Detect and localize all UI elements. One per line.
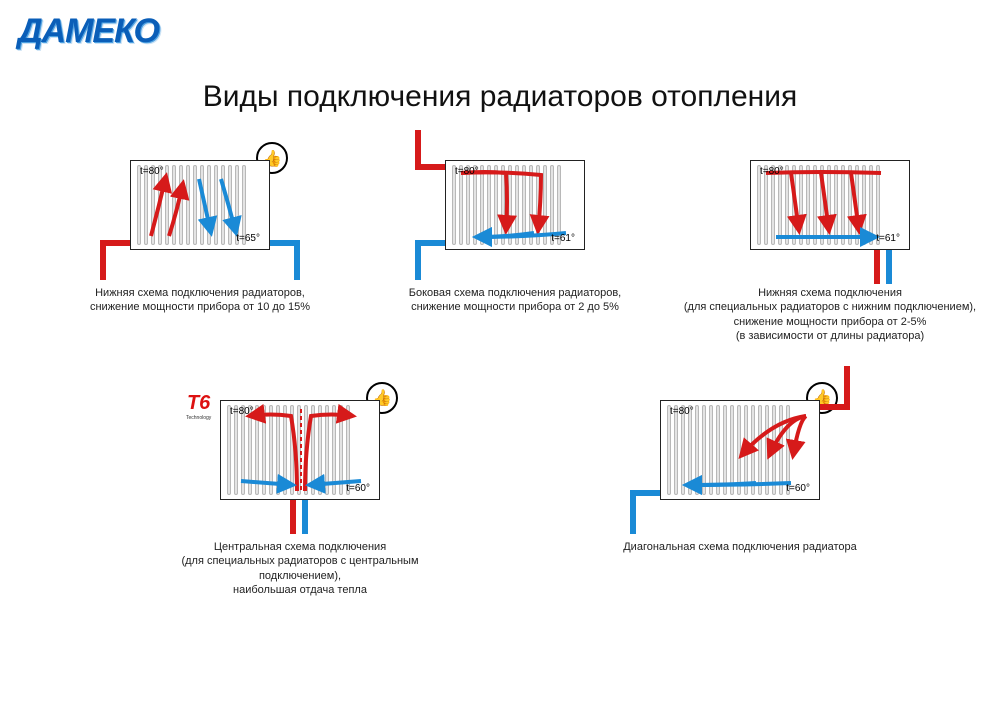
t6-badge: T6Technology	[186, 392, 211, 421]
scheme-center: 👍 T6Technology t=80° t=60° Центральная с…	[150, 400, 450, 597]
caption: Нижняя схема подключения (для специальны…	[680, 286, 980, 343]
radiator: t=80° t=61°	[445, 160, 585, 250]
temp-cold: t=60°	[346, 483, 370, 494]
pipe-cold	[415, 240, 421, 280]
temp-cold: t=61°	[876, 233, 900, 244]
pipe-cold	[294, 240, 300, 280]
temp-hot: t=80°	[455, 166, 479, 177]
temp-cold: t=65°	[236, 233, 260, 244]
caption: Диагональная схема подключения радиатора	[590, 540, 890, 554]
pipe-cold	[630, 494, 636, 534]
scheme-side: t=80° t=61° Боковая схема подключения ра…	[380, 160, 650, 315]
pipe-hot	[820, 404, 850, 410]
caption: Центральная схема подключения (для специ…	[150, 540, 450, 597]
pipe-cold	[886, 250, 892, 284]
page-title: Виды подключения радиаторов отопления	[0, 80, 1000, 114]
pipe-hot	[100, 240, 130, 246]
pipe-cold	[302, 500, 308, 534]
temp-hot: t=80°	[230, 406, 254, 417]
temp-hot: t=80°	[140, 166, 164, 177]
pipe-hot	[290, 500, 296, 534]
pipe-hot	[100, 240, 106, 280]
temp-cold: t=60°	[786, 483, 810, 494]
radiator: 👎 t=80° t=65°	[130, 160, 270, 250]
scheme-bottom: 👎 t=80° t=65° Нижняя схема подключения р…	[50, 160, 350, 315]
logo: ДАМЕКО	[18, 12, 159, 51]
radiator: 👍 T6Technology t=80° t=60°	[220, 400, 380, 500]
temp-hot: t=80°	[670, 406, 694, 417]
scheme-diagonal: 👍 t=80° t=60° Диагональная схема подключ…	[590, 400, 890, 554]
radiator: 👍 t=80° t=60°	[660, 400, 820, 500]
radiator: t=80° t=61°	[750, 160, 910, 250]
scheme-bottom-special: t=80° t=61° Нижняя схема подключения (дл…	[680, 160, 980, 343]
caption: Боковая схема подключения радиаторов, сн…	[380, 286, 650, 315]
pipe-hot	[874, 250, 880, 284]
caption: Нижняя схема подключения радиаторов, сни…	[50, 286, 350, 315]
temp-hot: t=80°	[760, 166, 784, 177]
pipe-hot	[415, 164, 445, 170]
temp-cold: t=61°	[551, 233, 575, 244]
